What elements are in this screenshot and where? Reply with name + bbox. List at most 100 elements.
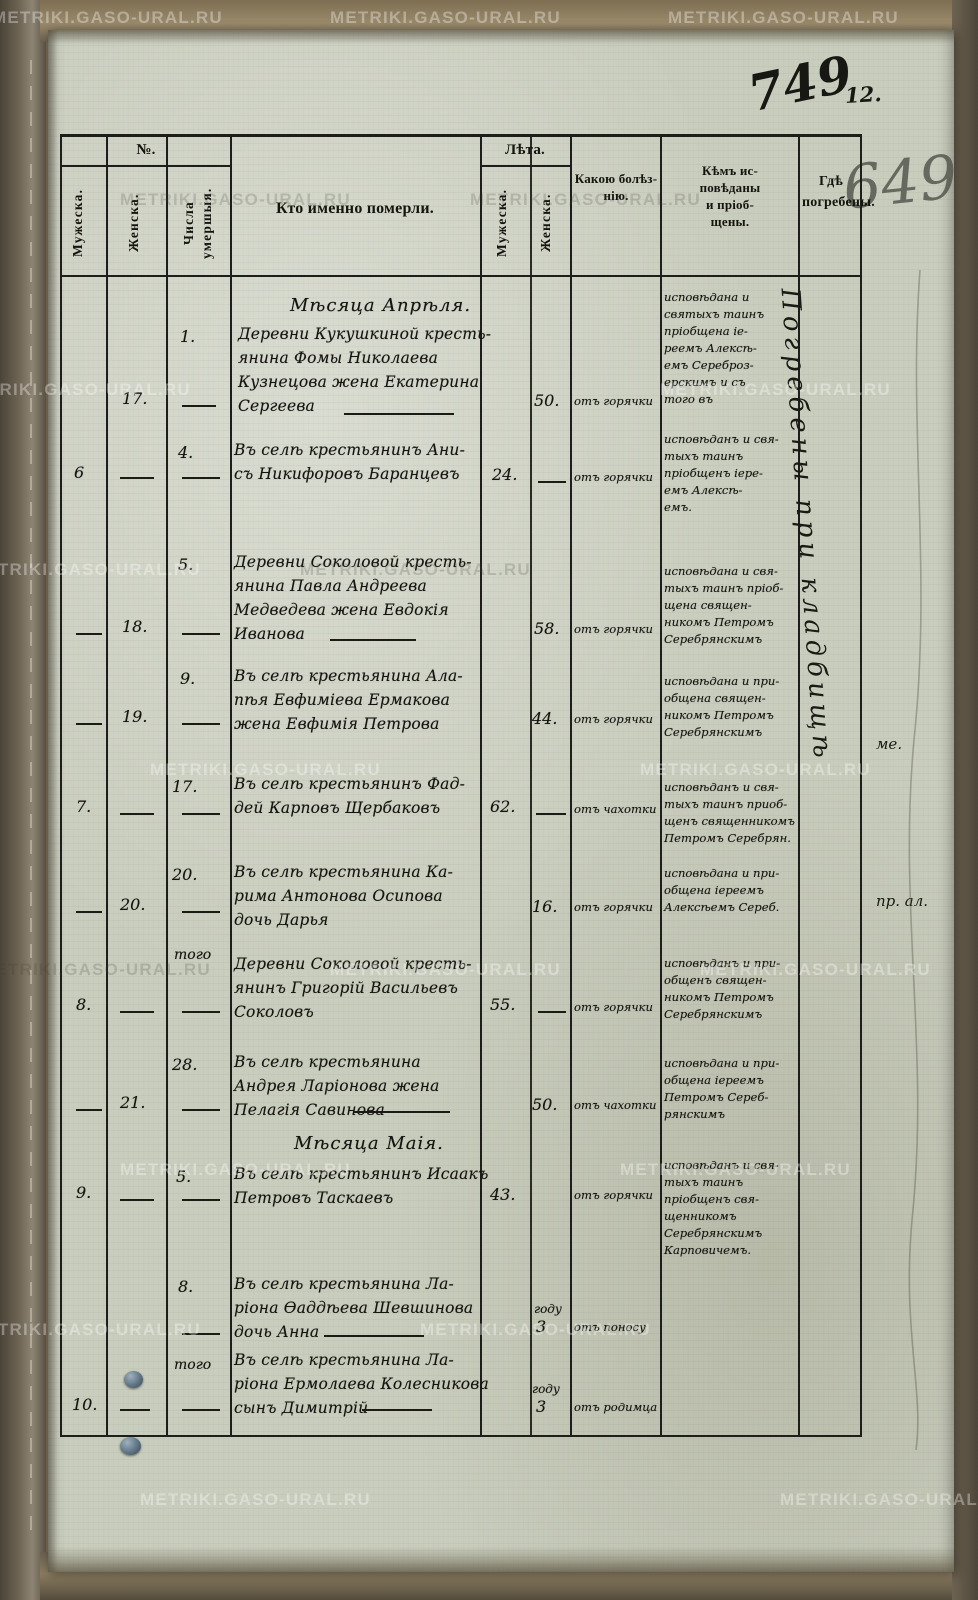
header-confessed: Кѣмъ ис- повѣданы и пріоб- щены. <box>699 163 761 229</box>
month-heading-april: Мѣсяца Апрѣля. <box>290 295 472 316</box>
entry-confessed-line: общена іереемъ <box>664 883 764 897</box>
header-who-died: Кто именно померли. <box>276 200 434 217</box>
entry-confessed-line: исповѣданъ и свя- <box>664 780 779 794</box>
entry-age-female: 50. <box>532 1095 558 1114</box>
header-years-group: Лѣта. <box>505 142 545 158</box>
entry-name-line: Въ селѣ крестьянинъ Ани- <box>234 441 466 459</box>
entry-name-line: жена Евфимія Петрова <box>234 715 440 733</box>
entry-name-line: янина Фомы Николаева <box>238 349 439 367</box>
rule-col-buried <box>860 137 862 1437</box>
entry-name-line: Кузнецова жена Екатерина <box>238 373 480 391</box>
entry-dash <box>182 813 220 815</box>
month-heading-may: Мѣсяца Маія. <box>294 1133 444 1154</box>
entry-no-male: 9. <box>76 1183 92 1202</box>
entry-name-line: рима Антонова Осипова <box>234 887 443 905</box>
entry-confessed-line: Серебрянскимъ <box>664 725 763 739</box>
entry-no-male: 10. <box>72 1395 98 1414</box>
entry-confessed-line: емъ Сереброз- <box>664 358 754 372</box>
entry-illness: отъ горячки <box>574 1000 653 1014</box>
book-binding-left <box>0 0 46 1600</box>
entry-name-line: Въ селѣ крестьянина <box>234 1053 421 1071</box>
folio-number-ink-suffix: 12. <box>844 81 883 108</box>
entry-name-line: дочь Дарья <box>234 911 329 929</box>
entry-confessed-line: исповѣданъ и свя- <box>664 1158 779 1172</box>
entry-confessed-line: пріобщенъ іере- <box>664 466 763 480</box>
manuscript-leaf: 749 12. 649 №. Мужеска. Женска. Числа ум… <box>48 30 961 1572</box>
binding-stitching <box>30 60 32 1540</box>
entry-dash <box>182 1409 220 1411</box>
entry-day: 17. <box>172 777 198 796</box>
entry-dash <box>182 477 220 479</box>
entry-name-line: Въ селѣ крестьянина Ка- <box>234 863 454 881</box>
entry-age-female: 58. <box>534 619 560 638</box>
rule-col-age-female <box>570 137 572 1437</box>
margin-note-right-1: ме. <box>876 735 903 753</box>
entry-dash <box>120 1199 154 1201</box>
entry-name-line: Медведева жена Евдокія <box>234 601 449 619</box>
entry-confessed-line: пріобщенъ свя- <box>664 1192 760 1206</box>
entry-illness: отъ горячки <box>574 1188 653 1202</box>
entry-confessed-line: исповѣданъ и при- <box>664 956 781 970</box>
entry-confessed-line: никомъ Петромъ <box>664 990 774 1004</box>
entry-confessed-line: Петромъ Серебрян. <box>664 831 791 845</box>
entry-confessed-line: пріобщена іе- <box>664 324 748 338</box>
header-years-female: Женска. <box>538 193 553 253</box>
entry-age-prefix: году <box>534 1302 562 1316</box>
entry-name-line: Въ селѣ крестьянинъ Фад- <box>234 775 466 793</box>
entry-name-line: Деревни Соколовой кресть- <box>234 553 472 571</box>
entry-confessed-line: исповѣдана и свя- <box>664 564 778 578</box>
entry-day: того <box>174 947 212 963</box>
entry-no-male: 6 <box>74 463 85 482</box>
entry-dash <box>182 405 216 407</box>
leaf-edge-bottom <box>48 1546 954 1572</box>
entry-dash <box>344 413 454 415</box>
death-register-table: №. Мужеска. Женска. Числа умершыя. Кто и… <box>60 134 875 1455</box>
entry-dash <box>76 911 102 913</box>
entry-confessed-line: щена священ- <box>664 598 752 612</box>
entry-confessed-line: исповѣдана и при- <box>664 866 780 880</box>
entry-confessed-line: Петромъ Сереб- <box>664 1090 769 1104</box>
entry-day: того <box>174 1357 212 1373</box>
entry-confessed-line: святыхъ таинъ <box>664 307 765 321</box>
entry-confessed-line: того въ <box>664 392 713 406</box>
entry-name-line: Иванова <box>234 625 305 643</box>
entry-day: 20. <box>172 865 198 884</box>
entry-name-line: Въ селѣ крестьянина Ла- <box>234 1275 454 1293</box>
book-board-right <box>952 0 978 1600</box>
rule-col-day <box>230 137 232 1437</box>
rule-table-bottom <box>62 1435 862 1437</box>
entry-confessed-line: емъ Алексѣ- <box>664 483 743 497</box>
entry-name-line: ріона Ермолаева Колесникова <box>234 1375 489 1393</box>
rule-col-name <box>480 137 482 1437</box>
entry-no-female: 18. <box>122 617 148 636</box>
entry-name-line: Въ селѣ крестьянина Ала- <box>234 667 463 685</box>
entry-day: 5. <box>178 555 194 574</box>
entry-age-male: 24. <box>492 465 518 484</box>
entry-confessed-line: Карповичемъ. <box>664 1243 752 1257</box>
entry-day: 5. <box>176 1167 192 1186</box>
entry-confessed-line: Серебрянскимъ <box>664 632 763 646</box>
entry-age-male: 3 <box>536 1317 547 1336</box>
entry-name-line: Сергеева <box>238 397 315 415</box>
entry-confessed-line: исповѣданъ и свя- <box>664 432 779 446</box>
entry-confessed-line: никомъ Петромъ <box>664 708 774 722</box>
entry-name-line: дочь Анна <box>234 1323 320 1341</box>
entry-name-line: Соколовъ <box>234 1003 314 1021</box>
entry-name-line: пѣя Евфиміева Ермакова <box>234 691 451 709</box>
entry-no-female: 19. <box>122 707 148 726</box>
entry-dash <box>182 1011 220 1013</box>
entry-dash <box>182 911 220 913</box>
rule-col-female-no <box>166 137 168 1437</box>
entry-confessed-line: никомъ Петромъ <box>664 615 774 629</box>
entry-confessed-line: емъ. <box>664 500 692 514</box>
entry-illness: отъ горячки <box>574 470 653 484</box>
entry-illness: отъ родимца <box>574 1400 658 1414</box>
header-buried: Гдѣ погребены. <box>802 174 875 210</box>
entry-illness: отъ горячки <box>574 712 653 726</box>
entry-dash <box>120 1011 154 1013</box>
entry-confessed-line: исповѣдана и при- <box>664 674 780 688</box>
entry-confessed-line: тыхъ таинъ <box>664 1175 744 1189</box>
entry-age-prefix: году <box>532 1382 560 1396</box>
entry-confessed-line: щенъ священникомъ <box>664 814 795 828</box>
